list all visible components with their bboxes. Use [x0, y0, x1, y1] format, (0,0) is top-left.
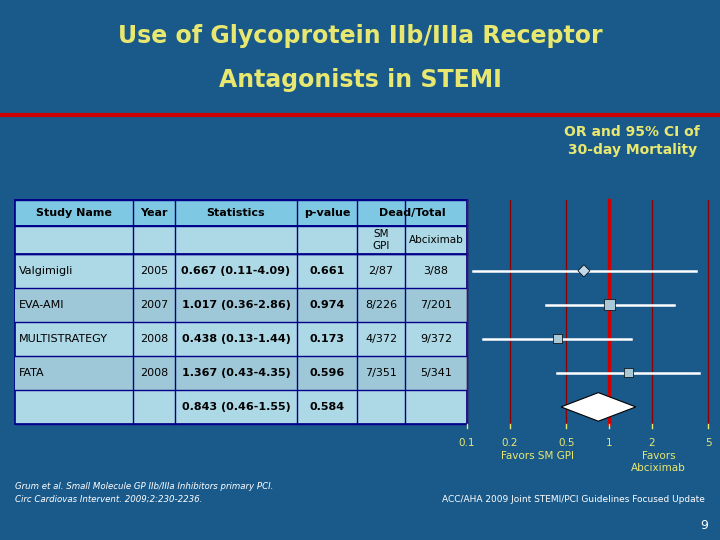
Text: 3/88: 3/88: [423, 266, 449, 276]
Text: 8/226: 8/226: [365, 300, 397, 310]
Text: 0.438 (0.13-1.44): 0.438 (0.13-1.44): [181, 334, 290, 344]
Bar: [624, 368, 633, 377]
Text: 0.2: 0.2: [501, 438, 518, 448]
Text: 2008: 2008: [140, 334, 168, 344]
Text: 0.173: 0.173: [310, 334, 344, 344]
Bar: [15, 200, 467, 226]
Bar: [15, 288, 467, 322]
Text: Abciximab: Abciximab: [409, 235, 464, 245]
Text: 5: 5: [705, 438, 711, 448]
Text: Favors SM GPI: Favors SM GPI: [501, 451, 575, 461]
Bar: [15, 226, 467, 254]
Bar: [604, 299, 616, 310]
Text: Favors
Abciximab: Favors Abciximab: [631, 451, 686, 472]
Text: 7/351: 7/351: [365, 368, 397, 378]
Text: 5/341: 5/341: [420, 368, 452, 378]
Bar: [554, 334, 562, 343]
Text: 2/87: 2/87: [369, 266, 394, 276]
Text: Valgimigli: Valgimigli: [19, 266, 73, 276]
Text: Study Name: Study Name: [36, 208, 112, 218]
Text: 0.584: 0.584: [310, 402, 345, 412]
Text: OR and 95% CI of
30-day Mortality: OR and 95% CI of 30-day Mortality: [564, 125, 700, 157]
Text: 0.974: 0.974: [310, 300, 345, 310]
Text: EVA-AMI: EVA-AMI: [19, 300, 65, 310]
Text: 0.843 (0.46-1.55): 0.843 (0.46-1.55): [181, 402, 290, 412]
Text: 0.661: 0.661: [310, 266, 345, 276]
Text: 7/201: 7/201: [420, 300, 452, 310]
Text: MULTISTRATEGY: MULTISTRATEGY: [19, 334, 108, 344]
Text: Antagonists in STEMI: Antagonists in STEMI: [219, 68, 501, 92]
Text: Circ Cardiovas Intervent. 2009;2:230-2236.: Circ Cardiovas Intervent. 2009;2:230-223…: [15, 495, 202, 504]
Text: Dead/Total: Dead/Total: [379, 208, 445, 218]
Text: 0.5: 0.5: [558, 438, 575, 448]
Text: Year: Year: [140, 208, 168, 218]
Text: 2: 2: [648, 438, 655, 448]
Text: ACC/AHA 2009 Joint STEMI/PCI Guidelines Focused Update: ACC/AHA 2009 Joint STEMI/PCI Guidelines …: [442, 495, 705, 504]
Text: Grum et al. Small Molecule GP IIb/IIIa Inhibitors primary PCI.: Grum et al. Small Molecule GP IIb/IIIa I…: [15, 482, 274, 491]
Bar: [15, 200, 467, 424]
Text: p-value: p-value: [304, 208, 350, 218]
Text: 9: 9: [700, 519, 708, 532]
Text: FATA: FATA: [19, 368, 45, 378]
Text: 4/372: 4/372: [365, 334, 397, 344]
Text: 0.596: 0.596: [310, 368, 345, 378]
Text: 1.367 (0.43-4.35): 1.367 (0.43-4.35): [181, 368, 290, 378]
Polygon shape: [561, 393, 636, 421]
Text: 2005: 2005: [140, 266, 168, 276]
Text: 0.667 (0.11-4.09): 0.667 (0.11-4.09): [181, 266, 291, 276]
Text: 0.1: 0.1: [459, 438, 475, 448]
Text: Use of Glycoprotein IIb/IIIa Receptor: Use of Glycoprotein IIb/IIIa Receptor: [117, 24, 603, 48]
Text: 9/372: 9/372: [420, 334, 452, 344]
Bar: [15, 356, 467, 390]
Text: Statistics: Statistics: [207, 208, 265, 218]
Text: SM
GPI: SM GPI: [372, 229, 390, 251]
Text: 1: 1: [606, 438, 612, 448]
Text: 1.017 (0.36-2.86): 1.017 (0.36-2.86): [181, 300, 290, 310]
Text: 2007: 2007: [140, 300, 168, 310]
Text: 2008: 2008: [140, 368, 168, 378]
Polygon shape: [578, 265, 590, 277]
